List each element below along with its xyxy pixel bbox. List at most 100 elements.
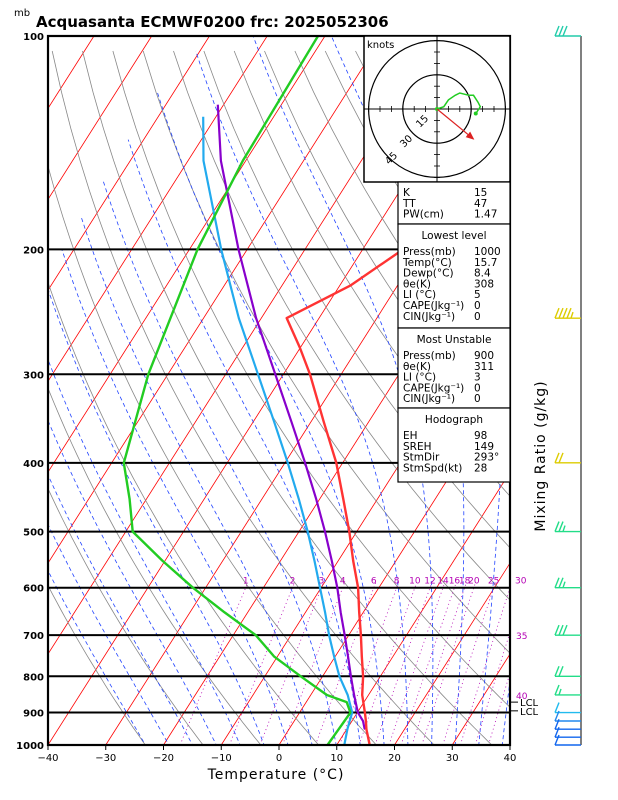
wind-barb	[554, 452, 581, 464]
moist-adiabat-line	[48, 569, 146, 745]
pressure-unit-label: mb	[14, 8, 30, 19]
temperature-tick-label: −30	[95, 753, 116, 764]
panel-row-value: 28	[474, 462, 487, 474]
panel-row-label: PW(cm)	[403, 209, 444, 221]
wind-barb-flag	[558, 666, 564, 677]
panel-row-label: LI (°C)	[403, 372, 436, 384]
wind-barb	[554, 25, 581, 37]
dry-adiabat-line	[82, 50, 493, 745]
isotherm-line	[394, 562, 510, 745]
temperature-tick-label: 30	[446, 753, 459, 764]
mixing-ratio-label: 3	[319, 577, 325, 587]
mixing-ratio-label: 40	[516, 692, 528, 702]
wind-barb-flag	[562, 307, 568, 319]
pressure-tick-label: 100	[23, 32, 44, 43]
wind-barb-flag	[562, 25, 568, 37]
wind-barb-flag	[558, 624, 564, 636]
wind-barb-flag	[554, 577, 560, 588]
temperature-tick-label: −10	[211, 753, 232, 764]
wetbulb-profile	[202, 116, 354, 745]
panel-row-label: EH	[403, 430, 418, 442]
pressure-tick-label: 600	[23, 584, 44, 595]
mixing-ratio-label: 16	[449, 577, 461, 587]
x-axis-title: Temperature (°C)	[207, 767, 345, 783]
panel-row-value: 293°	[474, 452, 499, 464]
parcel-profile	[216, 104, 366, 730]
wind-barb-flag	[554, 452, 560, 464]
dry-adiabat-line	[142, 50, 510, 654]
wind-barb-flag	[558, 25, 564, 37]
moist-adiabat-line	[48, 473, 193, 745]
panel-row-label: StmDir	[403, 452, 440, 464]
wind-barb-flag	[558, 452, 564, 464]
panel-row-label: θe(K)	[403, 361, 431, 373]
wind-barb-flag	[554, 710, 560, 722]
wind-barb-flag	[566, 307, 572, 319]
panel-row-value: 47	[474, 198, 487, 210]
temperature-tick-label: 20	[388, 753, 401, 764]
wind-barb-flag	[562, 624, 568, 636]
mixing-ratio-line	[488, 671, 510, 745]
hodograph-units: knots	[367, 40, 394, 51]
dry-adiabat-line	[48, 487, 204, 745]
dry-adiabat-line	[173, 50, 510, 601]
panel-box	[397, 407, 511, 483]
wind-barb	[554, 734, 581, 746]
dry-adiabat-line	[568, 51, 618, 760]
indices-panel: K 15 TT 47 PW(cm) 1.47 Lowest level Press(mb) 10…	[397, 181, 511, 483]
moist-adiabat-line	[127, 139, 361, 745]
wind-barb	[554, 521, 581, 533]
dewpoint-profile	[122, 36, 352, 745]
temperature-tick-label: 10	[330, 753, 343, 764]
pressure-tick-label: 800	[23, 672, 44, 683]
panel-row-label: TT	[402, 198, 416, 210]
dry-adiabat-line	[538, 51, 618, 760]
moist-adiabat-line	[195, 50, 409, 745]
wind-barb	[554, 666, 581, 677]
mixing-ratio-label: 14	[437, 577, 449, 587]
panel-row-value: 1000	[474, 246, 501, 258]
temperature-tick-label: 40	[504, 753, 517, 764]
panel-row-label: CIN(Jkg⁻¹)	[403, 393, 455, 405]
moist-adiabat-line	[80, 216, 313, 745]
wind-barbs	[554, 25, 581, 746]
mixing-ratio-label: 6	[371, 577, 377, 587]
panel-box	[397, 181, 511, 225]
mixing-ratio-line	[179, 582, 249, 745]
panel-header: Most Unstable	[417, 334, 492, 346]
isotherm-line	[48, 36, 384, 564]
mixing-ratio-line	[388, 582, 446, 745]
moist-adiabat-line	[501, 677, 510, 745]
isotherm-line	[163, 198, 510, 745]
mixing-ratio-label: 30	[515, 577, 527, 587]
isotherm-line	[48, 36, 153, 201]
mixing-ratio-line	[229, 582, 295, 745]
moist-adiabat-line	[48, 358, 241, 745]
panel-row-value: 900	[474, 350, 494, 362]
wind-barb	[554, 710, 581, 722]
dry-adiabat-line	[51, 50, 435, 745]
wind-barb-half-flag	[562, 581, 566, 588]
mixing-ratio-line	[358, 582, 418, 745]
mixing-ratio-label: 35	[516, 632, 527, 642]
wind-barb-half-flag	[558, 688, 562, 696]
wind-barb-half-flag	[562, 525, 566, 532]
panel-row-value: 0	[474, 393, 481, 405]
temperature-tick-label: 0	[276, 753, 282, 764]
mixing-ratio-line	[475, 630, 510, 745]
chart-title: Acquasanta ECMWF0200 frc: 2025052306	[36, 13, 389, 31]
pressure-tick-label: 1000	[16, 741, 44, 752]
mixing-ratio-axis-title: Mixing Ratio (g/kg)	[533, 380, 549, 531]
panel-row-value: 0	[474, 300, 481, 312]
panel-row-value: 5	[474, 289, 481, 301]
wind-barb	[554, 577, 581, 589]
mixing-ratio-line	[411, 582, 467, 745]
panel-row-label: CAPE(Jkg⁻¹)	[403, 382, 464, 394]
pressure-tick-label: 300	[23, 370, 44, 381]
hodograph-end-dot	[473, 111, 478, 116]
isotherm-line	[336, 471, 510, 745]
panel-row-label: Press(mb)	[403, 246, 456, 258]
isotherm-line	[48, 36, 210, 292]
